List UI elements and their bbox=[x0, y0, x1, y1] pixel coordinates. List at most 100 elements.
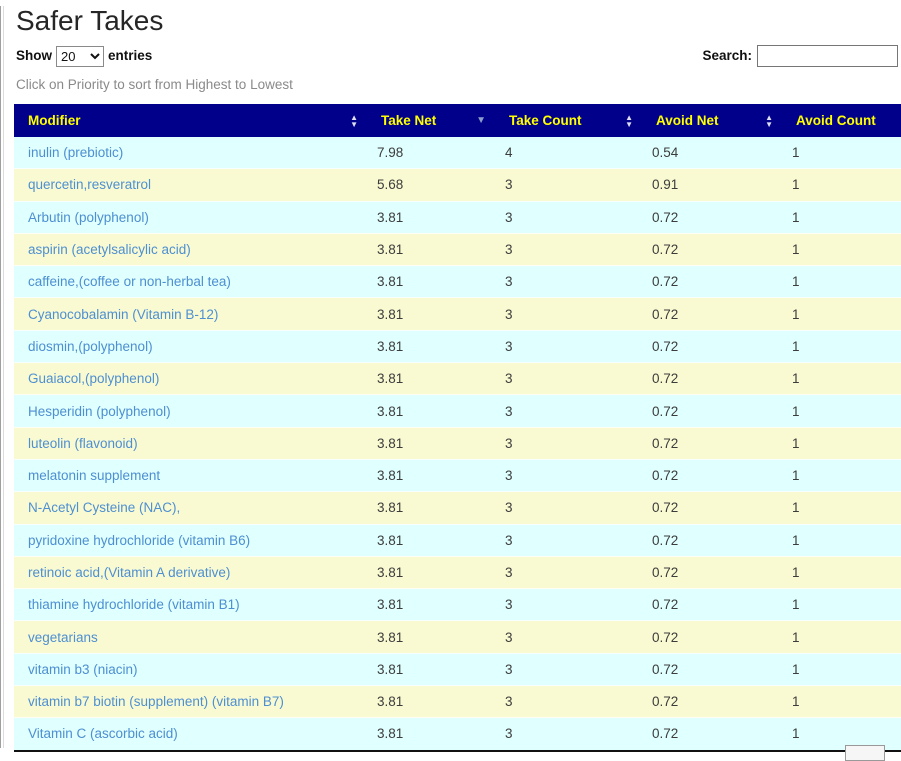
modifier-cell: N-Acetyl Cysteine (NAC), bbox=[14, 491, 370, 525]
column-label: Avoid Count bbox=[796, 113, 876, 128]
avoid-net-cell: 0.72 bbox=[645, 232, 785, 266]
modifier-link[interactable]: pyridoxine hydrochloride (vitamin B6) bbox=[28, 532, 251, 548]
column-header-take-count[interactable]: Take Count ▲ ▼ bbox=[498, 104, 645, 137]
modifier-cell: melatonin supplement bbox=[14, 458, 370, 492]
table-row: aspirin (acetylsalicylic acid) 3.81 3 0.72 1 bbox=[14, 232, 901, 266]
avoid-count-cell: 1 bbox=[785, 200, 901, 234]
avoid-net-cell: 0.72 bbox=[645, 620, 785, 654]
show-entries-label: Show bbox=[16, 48, 52, 63]
avoid-net-cell: 0.91 bbox=[645, 168, 785, 202]
take-count-cell: 3 bbox=[498, 555, 645, 589]
modifier-cell: Guaiacol,(polyphenol) bbox=[14, 362, 370, 395]
take-net-cell: 3.81 bbox=[370, 588, 498, 621]
table-row: melatonin supplement 3.81 3 0.72 1 bbox=[14, 458, 901, 492]
avoid-net-cell: 0.72 bbox=[645, 200, 785, 234]
show-entries-control: Show 20 entries bbox=[16, 45, 152, 67]
avoid-count-cell: 1 bbox=[785, 555, 901, 589]
modifier-link[interactable]: Cyanocobalamin (Vitamin B-12) bbox=[28, 306, 219, 322]
take-net-cell: 3.81 bbox=[370, 329, 498, 363]
avoid-net-cell: 0.72 bbox=[645, 362, 785, 395]
modifier-cell: pyridoxine hydrochloride (vitamin B6) bbox=[14, 523, 370, 557]
modifier-link[interactable]: Guaiacol,(polyphenol) bbox=[28, 371, 160, 387]
avoid-net-cell: 0.72 bbox=[645, 555, 785, 589]
take-count-cell: 3 bbox=[498, 232, 645, 266]
modifier-cell: vitamin b7 biotin (supplement) (vitamin … bbox=[14, 685, 370, 718]
avoid-count-cell: 1 bbox=[785, 523, 901, 557]
take-count-cell: 3 bbox=[498, 458, 645, 492]
table-row: vitamin b7 biotin (supplement) (vitamin … bbox=[14, 685, 901, 718]
table-row: N-Acetyl Cysteine (NAC), 3.81 3 0.72 1 bbox=[14, 491, 901, 525]
window-edge-line bbox=[0, 6, 1, 748]
avoid-count-cell: 1 bbox=[785, 685, 901, 718]
take-count-cell: 3 bbox=[498, 394, 645, 428]
sort-hint-text: Click on Priority to sort from Highest t… bbox=[16, 77, 293, 92]
modifier-link[interactable]: Arbutin (polyphenol) bbox=[28, 209, 149, 225]
modifier-link[interactable]: vegetarians bbox=[28, 629, 98, 645]
avoid-net-cell: 0.72 bbox=[645, 588, 785, 621]
modifier-link[interactable]: melatonin supplement bbox=[28, 468, 161, 484]
take-net-cell: 3.81 bbox=[370, 523, 498, 557]
avoid-net-cell: 0.72 bbox=[645, 265, 785, 298]
avoid-count-cell: 1 bbox=[785, 168, 901, 202]
take-count-cell: 3 bbox=[498, 265, 645, 298]
column-label: Take Count bbox=[509, 113, 582, 128]
table-row: luteolin (flavonoid) 3.81 3 0.72 1 bbox=[14, 426, 901, 460]
modifier-link[interactable]: retinoic acid,(Vitamin A derivative) bbox=[28, 565, 231, 580]
modifier-link[interactable]: inulin (prebiotic) bbox=[28, 145, 124, 161]
take-count-cell: 3 bbox=[498, 329, 645, 363]
table-row: thiamine hydrochloride (vitamin B1) 3.81 3… bbox=[14, 588, 901, 621]
pagination-button-partial[interactable] bbox=[845, 745, 885, 761]
avoid-net-cell: 0.72 bbox=[645, 329, 785, 363]
take-count-cell: 3 bbox=[498, 362, 645, 395]
modifier-cell: vitamin b3 (niacin) bbox=[14, 652, 370, 686]
take-net-cell: 3.81 bbox=[370, 620, 498, 654]
column-label: Avoid Net bbox=[656, 113, 719, 128]
table-row: inulin (prebiotic) 7.98 4 0.54 1 bbox=[14, 137, 901, 169]
column-header-avoid-net[interactable]: Avoid Net ▲ ▼ bbox=[645, 104, 785, 137]
modifier-cell: inulin (prebiotic) bbox=[14, 137, 370, 169]
column-header-take-net[interactable]: Take Net ▼ bbox=[370, 104, 498, 137]
sort-both-icon: ▲ ▼ bbox=[350, 112, 358, 129]
take-net-cell: 7.98 bbox=[370, 137, 498, 169]
modifier-link[interactable]: quercetin,resveratrol bbox=[28, 177, 152, 193]
avoid-count-cell: 1 bbox=[785, 265, 901, 298]
modifier-link[interactable]: N-Acetyl Cysteine (NAC), bbox=[28, 500, 181, 516]
modifier-link[interactable]: caffeine,(coffee or non-herbal tea) bbox=[28, 274, 231, 290]
take-count-cell: 3 bbox=[498, 491, 645, 525]
table-row: vegetarians 3.81 3 0.72 1 bbox=[14, 620, 901, 654]
modifier-link[interactable]: vitamin b3 (niacin) bbox=[28, 661, 138, 677]
modifier-link[interactable]: Hesperidin (polyphenol) bbox=[28, 403, 171, 419]
take-count-cell: 3 bbox=[498, 297, 645, 331]
take-count-cell: 3 bbox=[498, 685, 645, 718]
avoid-count-cell: 1 bbox=[785, 491, 901, 525]
take-net-cell: 3.81 bbox=[370, 491, 498, 525]
take-net-cell: 3.81 bbox=[370, 265, 498, 298]
modifier-link[interactable]: thiamine hydrochloride (vitamin B1) bbox=[28, 597, 240, 613]
modifier-cell: thiamine hydrochloride (vitamin B1) bbox=[14, 588, 370, 621]
take-count-cell: 3 bbox=[498, 620, 645, 654]
window-edge-line-inner bbox=[3, 6, 4, 748]
table-row: Cyanocobalamin (Vitamin B-12) 3.81 3 0.72 1 bbox=[14, 297, 901, 331]
take-net-cell: 3.81 bbox=[370, 652, 498, 686]
table-controls: Show 20 entries Search: bbox=[0, 45, 901, 68]
modifier-link[interactable]: vitamin b7 biotin (supplement) (vitamin … bbox=[28, 694, 284, 710]
modifier-link[interactable]: diosmin,(polyphenol) bbox=[28, 338, 153, 354]
modifier-link[interactable]: luteolin (flavonoid) bbox=[28, 435, 138, 451]
search-input[interactable] bbox=[757, 45, 898, 68]
entries-suffix-label: entries bbox=[108, 48, 153, 63]
avoid-count-cell: 1 bbox=[785, 652, 901, 686]
modifier-link[interactable]: aspirin (acetylsalicylic acid) bbox=[28, 242, 191, 258]
take-net-cell: 5.68 bbox=[370, 168, 498, 202]
column-header-modifier[interactable]: Modifier ▲ ▼ bbox=[14, 104, 370, 137]
modifier-cell: quercetin,resveratrol bbox=[14, 168, 370, 202]
column-header-avoid-count[interactable]: Avoid Count▲▼ bbox=[785, 104, 901, 137]
avoid-net-cell: 0.72 bbox=[645, 394, 785, 428]
modifier-cell: aspirin (acetylsalicylic acid) bbox=[14, 232, 370, 266]
modifier-link[interactable]: Vitamin C (ascorbic acid) bbox=[28, 726, 178, 742]
sort-both-icon: ▲ ▼ bbox=[625, 112, 633, 129]
table-row: Arbutin (polyphenol) 3.81 3 0.72 1 bbox=[14, 200, 901, 234]
search-label: Search: bbox=[702, 48, 752, 63]
entries-select[interactable]: 20 bbox=[56, 45, 104, 67]
avoid-count-cell: 1 bbox=[785, 137, 901, 169]
take-net-cell: 3.81 bbox=[370, 362, 498, 395]
